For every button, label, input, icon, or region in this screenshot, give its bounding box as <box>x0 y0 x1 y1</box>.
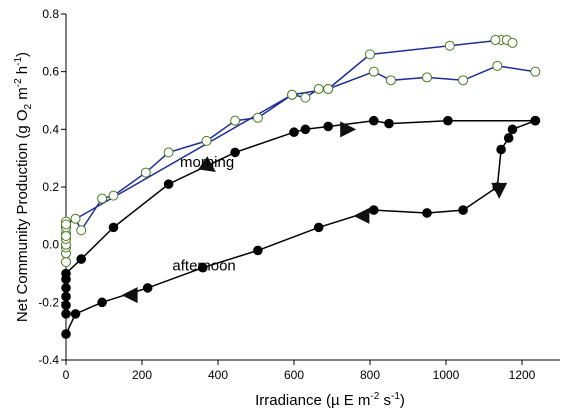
open-circle-point <box>444 40 455 51</box>
filled-circle-point <box>61 283 71 293</box>
y-tick-label: 0.8 <box>42 7 59 21</box>
filled-circle-point <box>142 283 153 293</box>
blue-series-line <box>65 65 536 262</box>
y-tick-label: -0.4 <box>38 353 59 367</box>
filled-circle-point <box>384 118 394 129</box>
filled-circle-point <box>289 127 299 138</box>
filled-circle-point <box>61 309 71 319</box>
filled-circle-point <box>507 124 518 135</box>
y-tick-label: 0.0 <box>42 238 59 252</box>
black-series-line <box>65 119 536 314</box>
open-circle-point <box>76 225 87 236</box>
open-circle-point <box>163 147 174 158</box>
open-circle-point <box>365 49 375 60</box>
open-circle-point <box>230 115 241 126</box>
annotation-morning: morning <box>180 154 234 171</box>
x-tick-label: 0 <box>63 368 70 382</box>
filled-circle-point <box>300 124 311 135</box>
open-circle-point <box>458 75 469 86</box>
open-circle-point <box>61 219 71 230</box>
ticks: 0 200 400 600 800 1000 1200 -0.4 -0.2 0.0 0.2 0.4 0.… <box>38 7 535 382</box>
open-circle-point <box>61 231 71 242</box>
y-tick-label: 0.4 <box>42 122 59 136</box>
open-circle-point <box>61 256 71 267</box>
open-circle-point <box>287 89 298 100</box>
filled-circle-point <box>496 144 506 155</box>
filled-circle-point <box>443 115 453 126</box>
y-axis-label: Net Community Production (g O2 m-2 h-1) <box>13 52 34 322</box>
axes <box>65 14 560 361</box>
filled-circle-point <box>163 179 174 189</box>
blue-series-line <box>65 39 513 236</box>
open-circle-point <box>313 83 324 94</box>
annotation-afternoon: afternoon <box>172 258 235 275</box>
y-tick-label: 0.6 <box>42 65 59 79</box>
x-tick-label: 600 <box>284 368 304 382</box>
x-axis-label: Irradiance (µ E m-2 s-1) <box>255 391 405 409</box>
filled-circle-point <box>369 205 379 215</box>
filled-circle-point <box>198 262 208 273</box>
filled-circle-point <box>61 268 71 279</box>
open-circle-point <box>252 112 263 123</box>
direction-arrow <box>340 121 357 138</box>
filled-circle-point <box>369 115 379 126</box>
open-circle-point <box>492 60 503 71</box>
filled-circle-point <box>503 133 514 143</box>
open-circle-point <box>368 66 379 77</box>
open-circle-point <box>140 167 151 178</box>
open-circle-point <box>97 193 108 204</box>
annotations: morning afternoon <box>172 154 235 275</box>
filled-circle-point <box>61 329 71 339</box>
open-circle-point <box>507 37 518 48</box>
open-circle-point <box>201 135 212 146</box>
filled-circle-point <box>61 291 71 302</box>
filled-circle-point <box>108 222 119 233</box>
direction-arrows <box>121 121 508 304</box>
direction-arrow <box>353 207 370 224</box>
open-circle-point <box>108 190 119 201</box>
filled-circle-point <box>422 208 432 218</box>
filled-circle-point <box>230 147 240 158</box>
filled-circle-point <box>70 309 81 319</box>
filled-circle-point <box>458 205 468 215</box>
direction-arrow <box>491 182 508 199</box>
open-circle-point <box>490 34 501 45</box>
open-circle-point <box>70 213 81 224</box>
open-circle-point <box>385 75 396 86</box>
x-tick-label: 200 <box>132 368 152 382</box>
filled-circle-point <box>76 254 86 264</box>
x-tick-label: 1000 <box>433 368 460 382</box>
x-tick-label: 400 <box>208 368 228 382</box>
direction-arrow <box>121 287 138 304</box>
y-tick-label: -0.2 <box>38 295 59 309</box>
filled-circle-point <box>61 300 71 311</box>
filled-circle-point <box>97 297 107 308</box>
y-tick-label: 0.2 <box>42 180 59 194</box>
filled-circle-point <box>253 245 263 256</box>
filled-circle-point <box>313 222 324 233</box>
direction-arrow <box>198 156 216 172</box>
x-tick-label: 800 <box>360 368 380 382</box>
data-points <box>61 34 541 339</box>
open-circle-point <box>300 92 311 103</box>
x-tick-label: 1200 <box>509 368 536 382</box>
open-circle-point <box>530 66 541 77</box>
filled-circle-point <box>530 115 541 126</box>
filled-circle-point <box>323 121 334 132</box>
open-circle-point <box>422 72 432 83</box>
open-circle-point <box>323 83 334 94</box>
